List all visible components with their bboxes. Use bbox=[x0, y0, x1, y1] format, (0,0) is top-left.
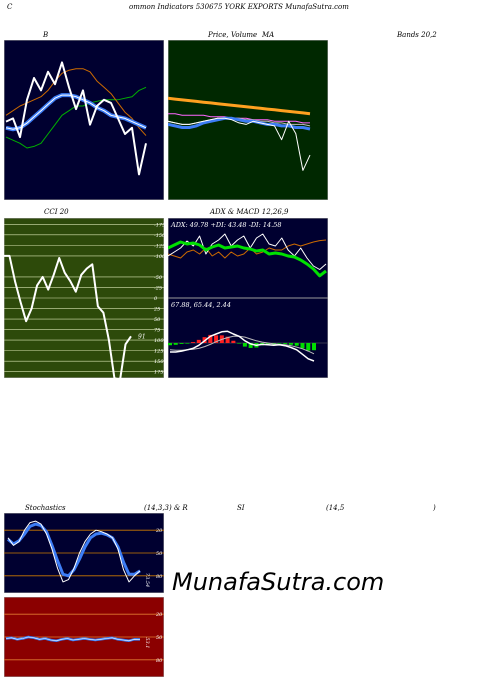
cci-panel: 175 150 125 100 75 50 25 0 -25 -50 -100 -125 -150 -17… bbox=[4, 218, 164, 378]
macd-histogram-bar bbox=[196, 339, 201, 343]
cci-tick-label: 75 bbox=[154, 328, 160, 334]
bollinger-middle-core bbox=[5, 94, 147, 130]
rsi-tick-label: 80 bbox=[156, 658, 163, 664]
bollinger-lower-band bbox=[5, 68, 147, 136]
header-c: C bbox=[7, 3, 13, 11]
cci-tick-label: 150 bbox=[154, 359, 164, 365]
rsi-tick-label: 20 bbox=[155, 612, 163, 618]
adx-minus-di-line bbox=[168, 239, 327, 259]
cci-tick-label: -100 bbox=[154, 254, 164, 260]
price-ma-price-line bbox=[168, 117, 311, 171]
macd-histogram-bar bbox=[225, 336, 230, 343]
cci-tick-label: -125 bbox=[154, 243, 164, 249]
stochastics-k-line bbox=[7, 520, 141, 583]
macd-histogram-bar bbox=[300, 343, 305, 349]
macd-histogram-bar bbox=[185, 343, 190, 344]
cci-title: CCI 20 bbox=[44, 208, 69, 216]
page-title: ommon Indicators 530675 YORK EXPORTS Mun… bbox=[129, 3, 349, 11]
macd-histogram-bar bbox=[191, 342, 196, 343]
macd-histogram-bar bbox=[306, 343, 311, 351]
price-ma-panel bbox=[168, 40, 328, 200]
cci-tick-label: 175 bbox=[154, 370, 164, 376]
macd-line bbox=[170, 330, 315, 362]
macd-histogram-bar bbox=[214, 335, 219, 343]
stochastics-tick-label: 80 bbox=[156, 574, 163, 580]
stoch-title-c: SI bbox=[237, 504, 245, 512]
watermark: MunafaSutra.com bbox=[172, 568, 385, 596]
rsi-last-value: 53.1 bbox=[144, 637, 150, 648]
macd-histogram-bar bbox=[179, 343, 184, 344]
price-ma-short bbox=[168, 116, 311, 131]
rsi-line-core bbox=[5, 636, 141, 642]
stoch-title-a: Stochastics bbox=[25, 504, 66, 512]
cci-tick-label: -150 bbox=[154, 233, 164, 239]
macd-histogram-bar bbox=[242, 343, 247, 347]
stochastics-d-line bbox=[7, 522, 141, 578]
stochastics-last-value: 73.54 bbox=[144, 573, 150, 587]
bollinger-panel bbox=[4, 40, 164, 200]
bands-title: Bands 20,2 bbox=[397, 31, 437, 39]
bollinger-price-line bbox=[5, 61, 147, 176]
adx-readout: ADX: 49.78 +DI: 43.48 -DI: 14.58 bbox=[170, 221, 281, 229]
macd-histogram-bar bbox=[277, 343, 282, 344]
cci-tick-label: 100 bbox=[154, 338, 164, 344]
adx-background bbox=[168, 218, 328, 298]
macd-readout: 67.88, 65.44, 2.44 bbox=[171, 301, 231, 309]
rsi-tick-label: 50 bbox=[156, 635, 163, 641]
stoch-title-e: ) bbox=[433, 504, 436, 512]
cci-last-value: 91 bbox=[138, 333, 146, 340]
cci-tick-label: 0 bbox=[154, 296, 158, 302]
macd-panel: 67.88, 65.44, 2.44 bbox=[168, 298, 328, 378]
cci-tick-label: 125 bbox=[154, 349, 164, 355]
macd-signal-line bbox=[169, 335, 315, 355]
price-title: Price, bbox=[208, 31, 229, 39]
adx-title: ADX & MACD 12,26,9 bbox=[210, 208, 289, 216]
macd-histogram-bar bbox=[248, 343, 253, 348]
macd-histogram-bar bbox=[237, 343, 242, 344]
rsi-panel: 80 50 20 53.1 bbox=[4, 597, 164, 677]
cci-tick-label: -50 bbox=[154, 275, 163, 281]
stochastics-tick-label: 20 bbox=[155, 528, 163, 534]
macd-histogram-bar bbox=[173, 343, 178, 345]
cci-tick-label: 50 bbox=[154, 317, 161, 323]
macd-histogram-bar bbox=[265, 343, 270, 345]
macd-histogram-bar bbox=[288, 343, 293, 345]
volume-title: Volume bbox=[231, 31, 258, 39]
cci-line bbox=[4, 254, 132, 378]
bollinger-title: B bbox=[43, 31, 49, 39]
cci-tick-label: -175 bbox=[154, 222, 164, 228]
stoch-title-d: (14,5 bbox=[326, 504, 345, 512]
ma-title: MA bbox=[262, 31, 275, 39]
stochastics-tick-label: 50 bbox=[156, 551, 163, 557]
macd-histogram-bar bbox=[294, 343, 299, 346]
macd-histogram-bar bbox=[283, 343, 288, 344]
adx-panel: ADX: 49.78 +DI: 43.48 -DI: 14.58 bbox=[168, 218, 328, 298]
macd-histogram-bar bbox=[231, 340, 236, 343]
stochastics-panel: 80 50 20 73.54 bbox=[4, 513, 164, 593]
macd-histogram-bar bbox=[168, 343, 172, 346]
adx-line bbox=[168, 240, 327, 278]
cci-tick-label: 25 bbox=[153, 307, 160, 313]
cci-tick-label: -25 bbox=[154, 285, 162, 291]
macd-histogram-bar bbox=[208, 334, 213, 343]
price-ma-trend-line bbox=[168, 96, 311, 116]
stoch-title-b: (14,3,3) & R bbox=[144, 504, 188, 512]
macd-histogram-bar bbox=[312, 343, 316, 351]
